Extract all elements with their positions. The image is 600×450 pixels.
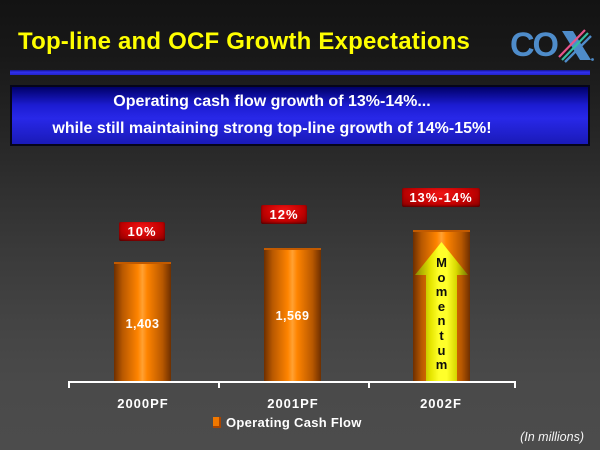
legend-marker-icon (213, 417, 221, 428)
growth-label-2000pf: 10% (119, 222, 165, 241)
momentum-letter: n (437, 313, 446, 329)
bar-2001pf: 1,569 (264, 248, 321, 382)
momentum-arrow-icon (415, 242, 468, 382)
cox-logo-x-icon (558, 29, 594, 63)
title-divider (10, 70, 590, 75)
growth-label-2002f: 13%-14% (402, 188, 480, 207)
momentum-letter: m (435, 284, 448, 300)
cox-logo-text: CO (510, 26, 559, 64)
cox-logo: CO (510, 26, 595, 64)
momentum-letter: t (439, 327, 444, 343)
momentum-letter: e (437, 298, 446, 314)
category-label-2002f: 2002F (420, 396, 462, 411)
page-title: Top-line and OCF Growth Expectations (18, 28, 471, 55)
x-axis-line (68, 381, 516, 383)
headline-banner: Operating cash flow growth of 13%-14%...… (10, 85, 590, 146)
banner-line-1: Operating cash flow growth of 13%-14%... (113, 93, 431, 110)
x-axis-tick (218, 381, 220, 388)
x-axis-tick (68, 381, 70, 388)
legend-label: Operating Cash Flow (226, 415, 362, 430)
momentum-letter: m (435, 357, 448, 373)
banner-line-2: while still maintaining strong top-line … (52, 120, 492, 137)
momentum-annotation: M o m e n t u m (413, 255, 470, 373)
momentum-letter: M (436, 255, 447, 270)
momentum-letter: u (437, 342, 446, 358)
bar-value-2000pf: 1,403 (125, 317, 160, 331)
units-footnote: (In millions) (520, 430, 584, 444)
growth-label-2001pf: 12% (261, 205, 307, 224)
category-label-2001pf: 2001PF (267, 396, 319, 411)
x-axis-tick (514, 381, 516, 388)
category-label-2000pf: 2000PF (117, 396, 169, 411)
x-axis-tick (368, 381, 370, 388)
bar-value-2001pf: 1,569 (275, 309, 310, 323)
momentum-letter: o (437, 269, 446, 285)
bar-2000pf: 1,403 (114, 262, 171, 382)
